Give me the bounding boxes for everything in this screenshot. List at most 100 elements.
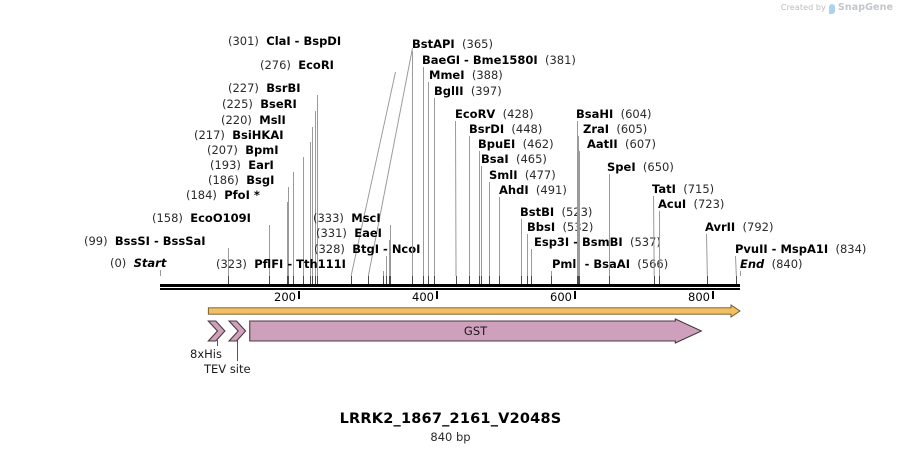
enzyme-leader-line: [434, 98, 435, 276]
ruler-line-bottom: [160, 288, 740, 290]
enzyme-label[interactable]: (217) BsiHKAI: [194, 129, 284, 141]
enzyme-label[interactable]: AatII (607): [587, 138, 656, 150]
enzyme-label[interactable]: (225) BseRI: [222, 98, 297, 110]
enzyme-label[interactable]: PmlI - BsaAI (566): [552, 258, 668, 270]
label-gap: [613, 107, 620, 121]
enzyme-position: (184): [186, 188, 217, 202]
enzyme-leader-line: [740, 271, 741, 276]
enzyme-position: (523): [561, 205, 592, 219]
enzyme-cut-tick: [659, 276, 660, 284]
enzyme-cut-tick: [434, 276, 435, 284]
enzyme-name: Esp3I: [534, 235, 570, 249]
enzyme-position: (792): [742, 220, 774, 234]
enzyme-label[interactable]: AvrII (792): [705, 221, 773, 233]
enzyme-name: EaeI: [354, 226, 382, 240]
enzyme-leader-line: [386, 256, 387, 276]
enzyme-label[interactable]: BpuEI (462): [478, 138, 554, 150]
enzyme-label[interactable]: BsrDI (448): [469, 123, 542, 135]
enzyme-label[interactable]: (333) MscI: [313, 212, 381, 224]
enzyme-position: (840): [771, 257, 803, 271]
enzyme-name: BpuEI: [478, 137, 516, 151]
enzyme-name: BsiHKAI: [232, 128, 284, 142]
enzyme-name: BseRI: [260, 97, 297, 111]
enzyme-label[interactable]: (158) EcoO109I: [152, 212, 251, 224]
enzyme-position: (607): [625, 137, 656, 151]
enzyme-name: BstBI: [520, 205, 555, 219]
enzyme-label[interactable]: MmeI (388): [429, 69, 503, 81]
enzyme-label[interactable]: AcuI (723): [658, 198, 724, 210]
enzyme-leader-line: [390, 225, 391, 276]
enzyme-label[interactable]: (193) EarI: [210, 159, 274, 171]
enzyme-leader-line: [160, 270, 161, 276]
enzyme-cut-tick: [551, 276, 552, 284]
label-gap: [515, 137, 522, 151]
enzyme-label[interactable]: (323) PflFI - Tth111I: [216, 258, 346, 270]
enzyme-label[interactable]: (328) BtgI - NcoI: [314, 243, 420, 255]
enzyme-label[interactable]: ZraI (605): [583, 123, 647, 135]
enzyme-name: PvuII: [735, 242, 768, 256]
enzyme-label[interactable]: BsaHI (604): [576, 108, 652, 120]
enzyme-label[interactable]: AhdI (491): [499, 184, 567, 196]
enzyme-cut-tick: [423, 276, 424, 284]
enzyme-name: MscI: [351, 211, 381, 225]
enzyme-position: (276): [260, 58, 291, 72]
enzyme-cut-tick: [368, 276, 369, 284]
enzyme-label[interactable]: (220) MslI: [221, 114, 286, 126]
enzyme-cut-tick: [479, 276, 480, 284]
enzyme-label[interactable]: PvuII - MspA1I (834): [735, 243, 866, 255]
feature-8xhis[interactable]: [0, 318, 901, 344]
enzyme-label[interactable]: Esp3I - BsmBI (537): [534, 236, 661, 248]
enzyme-leader-line: [551, 271, 552, 276]
axis-tick-label: 600: [550, 290, 572, 304]
enzyme-label[interactable]: (0) Start: [110, 257, 166, 269]
enzyme-label[interactable]: TatI (715): [652, 183, 714, 195]
enzyme-leader-line: [578, 136, 579, 276]
enzyme-label[interactable]: BbsI (532): [527, 221, 593, 233]
feature-gst[interactable]: [0, 318, 901, 344]
feature-tev-site[interactable]: [0, 318, 901, 344]
enzyme-label[interactable]: SpeI (650): [607, 161, 674, 173]
enzyme-cut-tick: [293, 276, 294, 284]
enzyme-cut-tick: [578, 276, 579, 284]
enzyme-cut-tick: [386, 276, 387, 284]
enzyme-label[interactable]: (331) EaeI: [316, 227, 382, 239]
enzyme-label[interactable]: BaeGI - Bme1580I (381): [422, 54, 576, 66]
enzyme-leader-line: [315, 111, 316, 276]
enzyme-name: PflFI: [254, 257, 284, 271]
label-gap: [455, 37, 462, 51]
enzyme-leader-line: [428, 82, 429, 276]
enzyme-name: BsrDI: [469, 122, 505, 136]
enzyme-name: BsgI: [246, 173, 275, 187]
enzyme-label[interactable]: (184) PfoI *: [186, 189, 260, 201]
enzyme-label[interactable]: (99) BssSI - BssSaI: [84, 235, 206, 247]
enzyme-label[interactable]: EcoRV (428): [455, 108, 534, 120]
enzyme-leader-line: [383, 271, 384, 276]
orf-arrow: [207, 304, 741, 318]
enzyme-label[interactable]: BglII (397): [434, 85, 502, 97]
enzyme-position: (537): [629, 235, 661, 249]
enzyme-leader-line: [412, 51, 413, 276]
enzyme-cut-tick: [312, 276, 313, 284]
label-gap: [465, 68, 472, 82]
enzyme-label[interactable]: (186) BsgI: [208, 174, 274, 186]
enzyme-label[interactable]: End (840): [740, 258, 803, 270]
enzyme-label[interactable]: BstBI (523): [520, 206, 592, 218]
enzyme-label[interactable]: BstAPI (365): [412, 38, 493, 50]
enzyme-label[interactable]: BsaI (465): [481, 153, 547, 165]
enzyme-position: (465): [515, 152, 547, 166]
enzyme-cut-tick: [609, 276, 610, 284]
enzyme-name: BbsI: [527, 220, 556, 234]
enzyme-label[interactable]: SmlI (477): [489, 169, 556, 181]
enzyme-label[interactable]: (301) ClaI - BspDI: [228, 35, 341, 47]
enzyme-name: BtgI: [352, 242, 380, 256]
enzyme-label[interactable]: (227) BsrBI: [228, 82, 301, 94]
enzyme-cut-tick: [707, 276, 708, 284]
enzyme-leader-line: [521, 219, 522, 276]
enzyme-name-separator: -: [283, 257, 297, 271]
enzyme-label[interactable]: (276) EcoRI: [260, 59, 334, 71]
enzyme-position: (225): [222, 97, 253, 111]
enzyme-position: (365): [462, 37, 493, 51]
enzyme-label[interactable]: (207) BpmI: [207, 144, 279, 156]
enzyme-name: BpmI: [245, 143, 279, 157]
